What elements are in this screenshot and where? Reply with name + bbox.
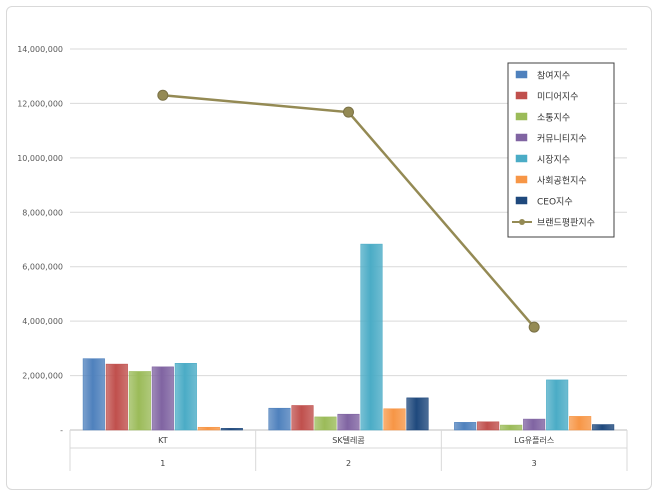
x-category-number: 2 (346, 459, 351, 468)
bar (592, 424, 615, 431)
legend-label: 시장지수 (537, 155, 570, 166)
x-axis: KT 1 SK텔레콤 2 LG유플러스 3 (69, 430, 628, 471)
line-point (343, 106, 354, 118)
legend-label: 참여지수 (537, 70, 570, 82)
bar (337, 413, 360, 431)
y-tick-label: 4,000,000 (22, 317, 63, 326)
y-tick-label: 8,000,000 (22, 208, 63, 217)
legend-swatch (515, 196, 528, 205)
bar (406, 397, 429, 431)
bar (128, 371, 151, 431)
legend-swatch (515, 154, 528, 163)
legend-marker (519, 219, 525, 225)
bar (291, 405, 314, 431)
legend-label: 미디어지수 (537, 92, 578, 103)
legend-swatch (515, 112, 528, 121)
legend-label: 커뮤니티지수 (537, 134, 587, 145)
brand-line-path (162, 94, 536, 328)
bar (383, 408, 406, 431)
x-category-label: LG유플러스 (514, 436, 554, 445)
bars (82, 243, 615, 431)
brand-line (157, 89, 540, 333)
bar (151, 366, 174, 431)
bar (220, 428, 243, 431)
x-category-number: 1 (160, 459, 165, 468)
y-tick-label: 10,000,000 (17, 154, 63, 163)
bar (546, 379, 569, 431)
legend-swatch (515, 175, 528, 184)
bar (174, 363, 197, 431)
y-axis-ticks: - 2,000,000 4,000,000 6,000,000 8,000,000 10,… (17, 45, 63, 435)
legend-label: CEO지수 (537, 197, 573, 208)
x-category-number: 3 (532, 459, 537, 468)
line-point (157, 89, 169, 101)
line-point (528, 321, 540, 333)
bar (360, 243, 383, 431)
legend-swatch (515, 70, 528, 79)
legend-label: 소통지수 (537, 113, 570, 124)
y-tick-label: - (60, 426, 63, 435)
legend-label: 사회공헌지수 (537, 176, 587, 187)
bar (523, 418, 546, 431)
x-category-label: SK텔레콤 (332, 436, 364, 445)
y-tick-label: 6,000,000 (22, 263, 63, 272)
bar (500, 424, 523, 431)
legend-label: 브랜드평판지수 (537, 218, 595, 229)
x-category-label: KT (158, 436, 168, 445)
bar (454, 422, 477, 431)
y-tick-label: 2,000,000 (22, 372, 63, 381)
legend-box (507, 62, 615, 238)
y-tick-label: 12,000,000 (17, 99, 63, 108)
bar (477, 421, 500, 431)
bar (105, 363, 128, 431)
y-tick-label: 14,000,000 (17, 45, 63, 54)
bar (569, 416, 592, 431)
bar (197, 426, 220, 431)
bar (268, 407, 291, 431)
bar (314, 416, 337, 431)
legend-swatch (515, 133, 528, 142)
legend-swatch (515, 91, 528, 100)
bar (82, 358, 105, 431)
